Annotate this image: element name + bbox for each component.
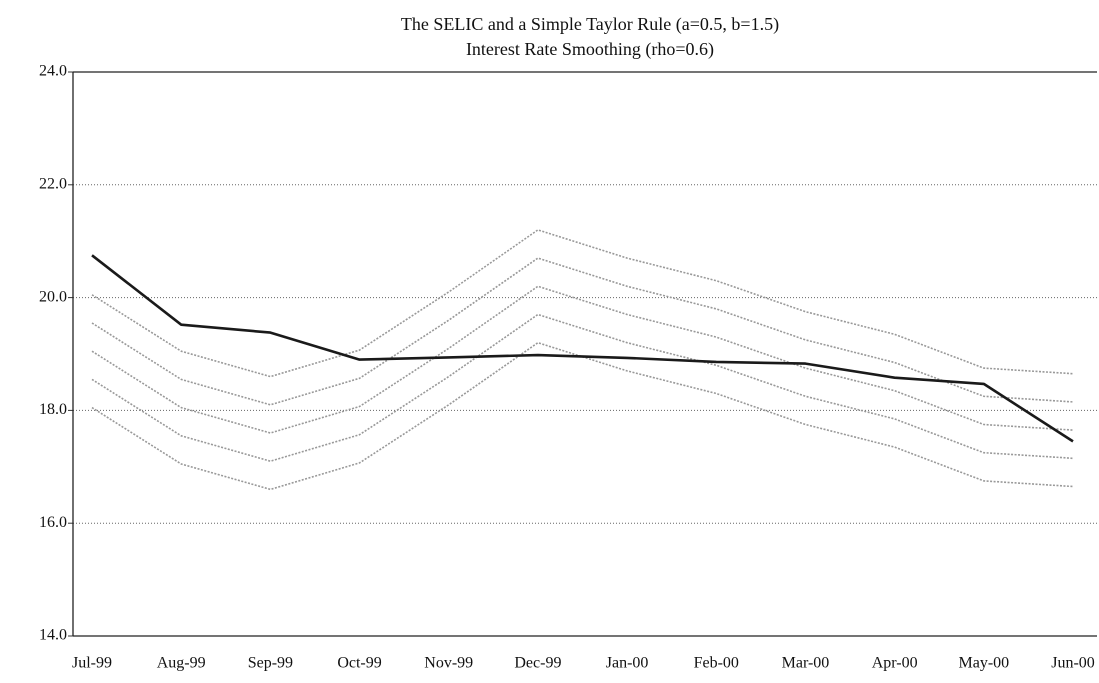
x-tick-label: May-00 bbox=[958, 655, 1009, 672]
x-tick-label: Jan-00 bbox=[606, 655, 649, 672]
series-line bbox=[91, 285, 1074, 434]
series-line bbox=[91, 257, 1074, 406]
x-tick-label: Jul-99 bbox=[72, 655, 112, 672]
y-tick-label: 16.0 bbox=[39, 514, 67, 531]
x-tick-label: Dec-99 bbox=[514, 655, 561, 672]
y-tick-label: 14.0 bbox=[39, 627, 67, 644]
y-tick-label: 22.0 bbox=[39, 175, 67, 192]
x-tick-label: Mar-00 bbox=[782, 655, 830, 672]
y-tick-label: 24.0 bbox=[39, 63, 67, 80]
series-line bbox=[91, 341, 1074, 491]
chart-title: The SELIC and a Simple Taylor Rule (a=0.… bbox=[401, 14, 779, 35]
series-line bbox=[91, 254, 1074, 443]
series-line bbox=[91, 313, 1074, 462]
series-line bbox=[91, 229, 1074, 378]
x-tick-label: Jun-00 bbox=[1051, 655, 1095, 672]
chart-subtitle: Interest Rate Smoothing (rho=0.6) bbox=[466, 39, 714, 60]
x-tick-label: Feb-00 bbox=[694, 655, 739, 672]
x-tick-label: Nov-99 bbox=[424, 655, 473, 672]
x-tick-label: Aug-99 bbox=[157, 655, 206, 672]
y-tick-label: 18.0 bbox=[39, 401, 67, 418]
y-tick-label: 20.0 bbox=[39, 288, 67, 305]
x-tick-label: Apr-00 bbox=[872, 655, 918, 672]
x-tick-label: Sep-99 bbox=[248, 655, 293, 672]
x-tick-label: Oct-99 bbox=[337, 655, 381, 672]
